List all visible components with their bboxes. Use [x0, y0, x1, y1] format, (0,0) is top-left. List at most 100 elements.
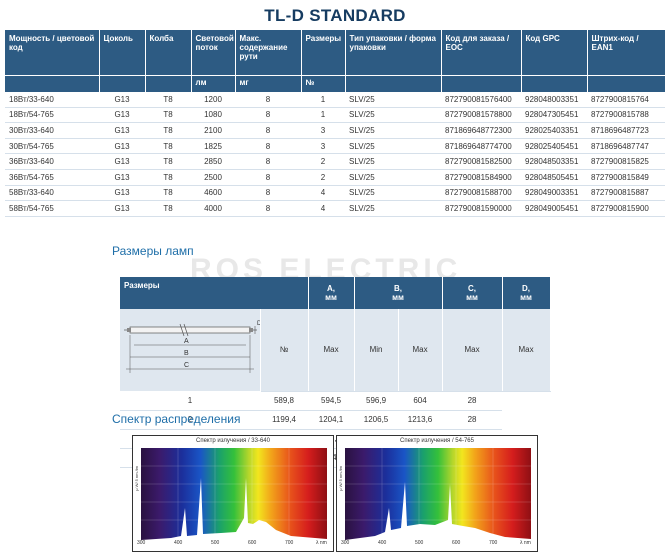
dims-cell: 28: [442, 410, 503, 430]
dims-col-d: D, мм: [502, 277, 551, 309]
table-cell: 8727900815849: [587, 169, 665, 186]
dims-cell: 1: [120, 391, 260, 411]
table-cell: 928025405451: [521, 138, 587, 155]
sub-b-max: Max: [398, 309, 443, 392]
table-cell: 4600: [191, 185, 235, 202]
table-cell: T8: [145, 107, 191, 124]
xtick: 600: [248, 540, 257, 546]
table-cell: 8: [235, 122, 301, 139]
table-row: 36Вт/54-765 G13 T8 2500 8 2 SLV/25 872790081584…: [5, 169, 665, 186]
table-cell: 1080: [191, 107, 235, 124]
unit-cell: №: [301, 75, 346, 92]
unit-cell: [521, 75, 588, 92]
table-cell: 36Вт/33-640: [5, 153, 99, 170]
header-socket: Цоколь: [99, 30, 146, 76]
table-row: 58Вт/33-640 G13 T8 4600 8 4 SLV/25 872790081588…: [5, 185, 665, 202]
dims-cell: 589,8: [260, 391, 309, 411]
sub-c-max: Max: [442, 309, 503, 392]
header-power: Мощность / цветовой код: [5, 30, 100, 76]
table-cell: 30Вт/54-765: [5, 138, 99, 155]
xtick: 700: [489, 540, 498, 546]
table-cell: 872790081590000: [441, 200, 521, 217]
header-mercury: Макс. содержание рути: [235, 30, 302, 76]
spectrum-section-title: Спектр распределения: [112, 412, 241, 426]
table-cell: 871869648774700: [441, 138, 521, 155]
table-cell: 4: [301, 200, 345, 217]
table-cell: 1200: [191, 92, 235, 108]
unit-cell: [587, 75, 666, 92]
header-size: Размеры: [301, 30, 346, 76]
table-row: 30Вт/33-640 G13 T8 2100 8 3 SLV/25 871869648772…: [5, 122, 665, 139]
table-cell: G13: [99, 153, 145, 170]
dims-cell: 28: [442, 391, 503, 411]
table-cell: 872790081578800: [441, 107, 521, 124]
table-cell: 18Вт/33-640: [5, 92, 99, 108]
xtick: 600: [452, 540, 461, 546]
header-bulb: Колба: [145, 30, 192, 76]
label-a: A: [184, 338, 189, 345]
header-flux: Световой поток: [191, 30, 236, 76]
table-cell: T8: [145, 153, 191, 170]
dims-header-label: Размеры: [120, 277, 309, 309]
table-cell: 928048003351: [521, 92, 587, 108]
sub-d-max: Max: [502, 309, 551, 392]
spectrum-chart-2: Спектр излучения / 54-765 μ W/ 5 nm /lm …: [336, 435, 538, 552]
label-c: C: [184, 362, 189, 369]
table-row: 36Вт/33-640 G13 T8 2850 8 2 SLV/25 872790081582…: [5, 153, 665, 170]
xtick: λ nm: [316, 540, 327, 546]
table-cell: 18Вт/54-765: [5, 107, 99, 124]
table-cell: 58Вт/54-765: [5, 200, 99, 217]
table-cell: T8: [145, 92, 191, 108]
table-cell: 928048503351: [521, 153, 587, 170]
table-cell: 871869648772300: [441, 122, 521, 139]
header-gpc: Код GPC: [521, 30, 588, 76]
unit-cell: [145, 75, 192, 92]
table-cell: G13: [99, 200, 145, 217]
xtick: 400: [174, 540, 183, 546]
dims-cell: 1199,4: [260, 410, 309, 430]
sub-number: №: [260, 309, 309, 392]
table-cell: 8727900815764: [587, 92, 665, 108]
table-cell: 1: [301, 92, 345, 108]
unit-cell: [345, 75, 442, 92]
table-cell: 4: [301, 185, 345, 202]
table-row: 30Вт/54-765 G13 T8 1825 8 3 SLV/25 871869648774…: [5, 138, 665, 155]
table-cell: 872790081576400: [441, 92, 521, 108]
spectrum-title: Спектр излучения / 33-640: [196, 438, 270, 444]
spectrum-ylabel: μ W/ 5 nm /lm: [338, 466, 343, 491]
header-package: Тип упаковки / форма упаковки: [345, 30, 442, 76]
table-cell: 928047305451: [521, 107, 587, 124]
sub-b-min: Min: [354, 309, 399, 392]
label-b: B: [184, 350, 189, 357]
table-cell: 8: [235, 153, 301, 170]
table-cell: SLV/25: [345, 138, 441, 155]
sub-a-max: Max: [308, 309, 355, 392]
dims-cell: 1206,5: [354, 410, 399, 430]
table-cell: 2: [301, 169, 345, 186]
table-cell: SLV/25: [345, 153, 441, 170]
table-cell: 928049003351: [521, 185, 587, 202]
table-cell: G13: [99, 92, 145, 108]
dims-row: 2 1199,4 1204,1 1206,5 1213,6 28: [120, 410, 550, 430]
table-cell: 872790081582500: [441, 153, 521, 170]
table-cell: 8: [235, 200, 301, 217]
header-ean: Штрих-код / EAN1: [587, 30, 666, 76]
xtick: 500: [415, 540, 424, 546]
table-cell: 8: [235, 169, 301, 186]
table-cell: 928049005451: [521, 200, 587, 217]
table-cell: 872790081584900: [441, 169, 521, 186]
table-cell: G13: [99, 138, 145, 155]
table-cell: T8: [145, 122, 191, 139]
table-cell: SLV/25: [345, 200, 441, 217]
dims-cell: 2: [120, 410, 260, 430]
table-cell: 8: [235, 92, 301, 108]
spectrum-plot: [141, 448, 327, 540]
table-cell: 928025403351: [521, 122, 587, 139]
table-cell: 8727900815825: [587, 153, 665, 170]
table-cell: 30Вт/33-640: [5, 122, 99, 139]
dims-col-b: B, мм: [354, 277, 443, 309]
table-cell: 8727900815900: [587, 200, 665, 217]
dims-subheader-row: D A B C № Max Min Max Max Max: [120, 309, 551, 392]
table-cell: 3: [301, 122, 345, 139]
table-cell: G13: [99, 122, 145, 139]
